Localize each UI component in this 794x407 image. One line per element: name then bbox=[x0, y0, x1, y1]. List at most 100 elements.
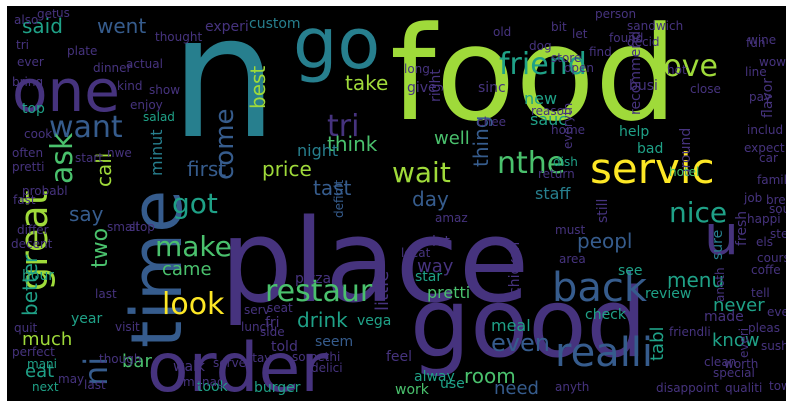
word-great: great bbox=[12, 191, 56, 291]
word-pizza: pizza bbox=[295, 271, 331, 287]
word-lot: lot bbox=[432, 234, 450, 250]
word-fast: fast bbox=[13, 193, 36, 207]
word-bar: bar bbox=[122, 351, 152, 372]
word-love: love bbox=[655, 49, 718, 84]
word-call: call bbox=[92, 153, 116, 187]
word-seem: seem bbox=[315, 334, 353, 350]
word-eat: eat bbox=[25, 361, 54, 382]
word-food: food bbox=[390, 6, 677, 150]
word-better: better bbox=[18, 254, 42, 316]
word-steak: steak bbox=[770, 227, 786, 241]
word-recommend: recommend bbox=[628, 31, 644, 115]
word-told: told bbox=[271, 339, 298, 355]
word-think: think bbox=[327, 132, 378, 156]
word-thing: thing bbox=[469, 116, 493, 167]
word-return: return bbox=[538, 167, 575, 181]
word-get: get bbox=[37, 7, 57, 21]
word-ni: ni bbox=[77, 357, 115, 386]
word-year: year bbox=[71, 311, 102, 327]
word-much: much bbox=[22, 329, 72, 350]
word-quit: quit bbox=[14, 321, 38, 335]
word-els: els bbox=[756, 235, 773, 249]
word-walk: walk bbox=[173, 359, 206, 375]
word-take: take bbox=[345, 71, 388, 95]
word-pleas: pleas bbox=[748, 321, 780, 335]
word-enjoy: enjoy bbox=[130, 98, 163, 112]
word-alway: alway bbox=[414, 369, 455, 385]
word-good: good bbox=[410, 269, 647, 379]
word-work: work bbox=[395, 382, 430, 398]
word-say: say bbox=[69, 202, 104, 226]
word-person: person bbox=[595, 7, 636, 21]
word-mani: mani bbox=[27, 357, 57, 371]
word-also: also bbox=[14, 13, 38, 27]
word-friend: friend bbox=[499, 47, 587, 82]
word-open: open bbox=[564, 61, 594, 75]
word-hot: hot bbox=[667, 63, 687, 77]
word-went: went bbox=[97, 14, 146, 38]
word-check: check bbox=[585, 307, 627, 323]
word-tast: tast bbox=[313, 176, 352, 200]
word-hour: hour bbox=[22, 268, 54, 284]
word-menu: menu bbox=[667, 268, 724, 292]
word-need: need bbox=[494, 378, 539, 399]
word-restaur: restaur bbox=[265, 274, 373, 309]
word-next: next bbox=[32, 380, 59, 394]
word-come: come bbox=[210, 108, 240, 180]
word-took: took bbox=[197, 379, 229, 395]
word-came: came bbox=[162, 259, 212, 280]
word-want: want bbox=[49, 110, 123, 145]
word-bring: bring bbox=[12, 75, 43, 89]
word-differ: differ bbox=[17, 223, 49, 237]
word-locat: locat bbox=[401, 246, 431, 260]
word-stop: stop bbox=[129, 220, 155, 234]
word-thought: thought bbox=[155, 30, 202, 44]
word-busi: busi bbox=[629, 78, 658, 94]
word-serv: serv bbox=[244, 303, 270, 317]
word-sauc: sauc bbox=[530, 110, 567, 129]
word-staff: staff bbox=[535, 184, 571, 203]
word-amaz: amaz bbox=[435, 211, 468, 225]
word-ever: ever bbox=[17, 55, 44, 69]
word-clean: clean bbox=[704, 355, 736, 369]
word-flavor: flavor bbox=[760, 78, 776, 118]
word-back: back bbox=[552, 265, 648, 311]
word-actual: actual bbox=[126, 57, 163, 71]
word-tabl: tabl bbox=[647, 326, 668, 361]
word-tri: tri bbox=[16, 38, 29, 52]
word-order: order bbox=[147, 329, 328, 401]
word-lunch: lunch bbox=[241, 320, 274, 334]
word-n: n bbox=[170, 6, 278, 177]
word-top: top bbox=[22, 101, 45, 117]
word-time: time bbox=[116, 190, 198, 348]
word-fri: fri bbox=[265, 315, 280, 331]
word-dinner: dinner bbox=[93, 61, 132, 75]
word-make: make bbox=[155, 230, 232, 263]
word-line: line bbox=[745, 65, 767, 79]
word-day: day bbox=[412, 187, 449, 211]
word-disappoint: disappoint bbox=[656, 381, 719, 395]
word-wait: wait bbox=[392, 156, 451, 189]
word-sandwich: sandwich bbox=[627, 19, 683, 33]
word-ask: ask bbox=[45, 132, 80, 184]
word-qualiti: qualiti bbox=[725, 381, 762, 395]
word-around: around bbox=[678, 128, 694, 177]
wordcloud-background bbox=[7, 6, 786, 401]
word-pretti: pretti bbox=[427, 283, 470, 302]
word-found: found bbox=[609, 31, 643, 45]
word-area: area bbox=[559, 252, 586, 266]
word-said: said bbox=[22, 14, 63, 38]
word-us: us bbox=[56, 6, 70, 20]
word-wow: wow bbox=[759, 55, 786, 69]
word-delici: delici bbox=[311, 361, 343, 375]
word-old: old bbox=[493, 25, 511, 39]
word-chicken: chicken bbox=[507, 242, 523, 295]
word-u: u bbox=[704, 203, 739, 267]
word-give: give bbox=[407, 80, 437, 96]
word-bread: bread bbox=[766, 193, 786, 207]
word-got: got bbox=[172, 187, 218, 220]
word-servic: servic bbox=[590, 144, 715, 193]
word-new: new bbox=[524, 89, 557, 108]
word-anoth: anoth bbox=[713, 267, 727, 302]
